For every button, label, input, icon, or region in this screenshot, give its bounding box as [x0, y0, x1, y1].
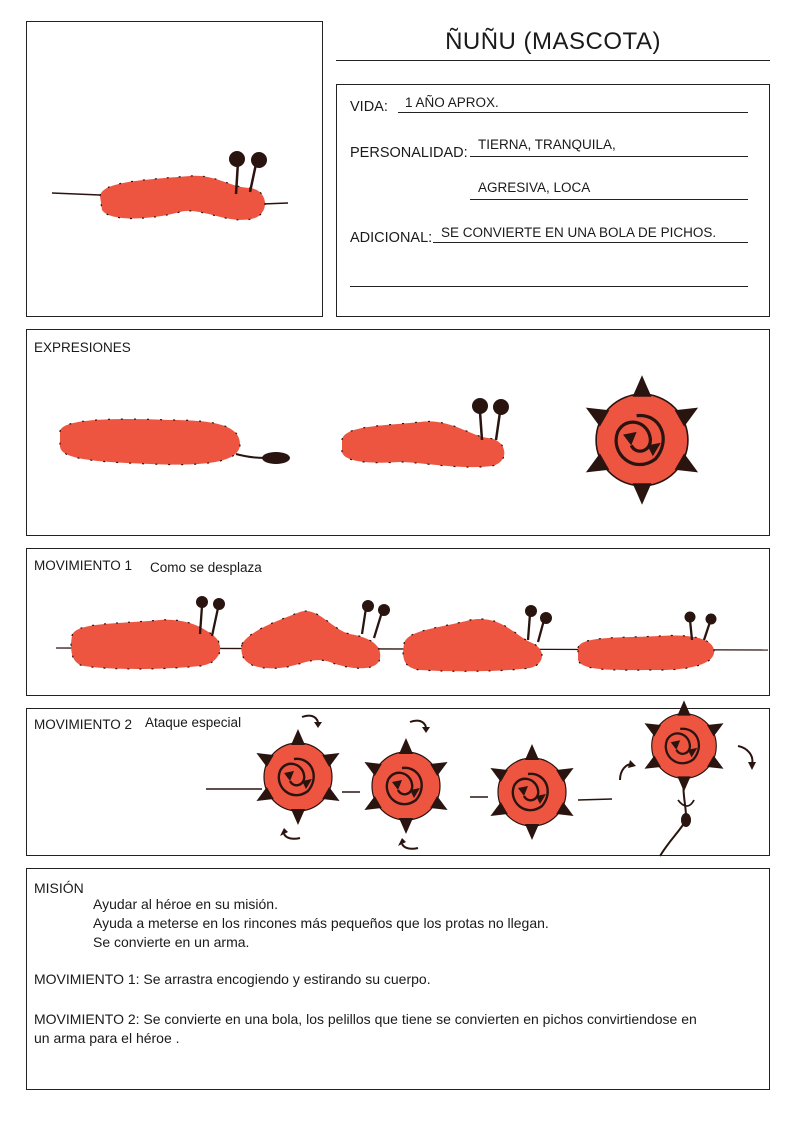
info-frame: [336, 84, 770, 317]
personalidad-label: PERSONALIDAD:: [350, 145, 468, 161]
vida-label: VIDA:: [350, 99, 388, 115]
mision-line-2: Ayuda a meterse en los rincones más pequ…: [93, 915, 549, 931]
portrait-caterpillar: [51, 151, 289, 221]
mision-mov2-line1: MOVIMIENTO 2: Se convierte en una bola, …: [34, 1011, 697, 1027]
expresiones-frame: [26, 329, 770, 536]
expresion-tranquila: [59, 418, 290, 466]
title-underline: [336, 60, 770, 61]
movimiento1-frame: [26, 548, 770, 696]
personalidad-line-1: [470, 156, 748, 157]
movimiento2-caption: Ataque especial: [145, 715, 242, 730]
blank-line: [350, 286, 748, 287]
adicional-value: SE CONVIERTE EN UNA BOLA DE PICHOS.: [441, 225, 717, 240]
expresion-alerta: [341, 398, 509, 468]
personalidad-line-2: [470, 199, 748, 200]
movimiento1-caterpillars: [55, 596, 769, 672]
movimiento1-label: MOVIMIENTO 1: [34, 558, 133, 573]
portrait-frame: [26, 21, 323, 317]
movimiento2-balls: [206, 700, 756, 857]
mision-line-1: Ayudar al héroe en su misión.: [93, 896, 278, 912]
movimiento2-frame: [26, 708, 770, 856]
personalidad-value-1: TIERNA, TRANQUILA,: [478, 137, 616, 152]
personalidad-value-2: AGRESIVA, LOCA: [478, 180, 591, 195]
mision-line-3: Se convierte en un arma.: [93, 934, 250, 950]
adicional-label: ADICIONAL:: [350, 230, 433, 246]
expresion-bola: [581, 375, 703, 505]
movimiento2-label: MOVIMIENTO 2: [34, 717, 133, 732]
mision-mov1: MOVIMIENTO 1: Se arrastra encogiendo y e…: [34, 971, 431, 987]
vida-line: [398, 112, 748, 113]
expresiones-label: EXPRESIONES: [34, 340, 131, 355]
movimiento1-caption: Como se desplaza: [150, 560, 262, 575]
adicional-line: [433, 242, 748, 243]
page-title: ÑUÑU (MASCOTA): [445, 28, 661, 55]
vida-value: 1 AÑO APROX.: [405, 95, 499, 110]
mision-mov2-line2: un arma para el héroe .: [34, 1030, 180, 1046]
mision-label: MISIÓN: [34, 880, 84, 896]
mision-frame: [26, 868, 770, 1090]
